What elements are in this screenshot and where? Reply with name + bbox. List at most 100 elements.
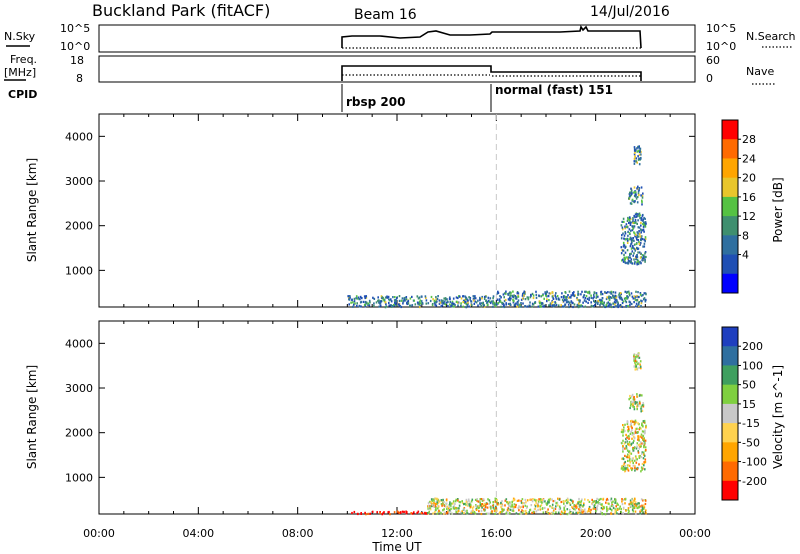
data-cell (575, 504, 577, 507)
data-cell (624, 467, 627, 470)
data-cell (632, 448, 634, 451)
data-cell (620, 467, 623, 470)
data-cell (634, 299, 637, 302)
data-cell (446, 298, 448, 301)
data-cell (581, 498, 583, 501)
data-cell (395, 300, 397, 303)
data-cell (629, 223, 632, 226)
data-cell (474, 300, 477, 303)
data-cell (433, 301, 436, 304)
data-cell (403, 510, 405, 513)
data-cell (431, 499, 433, 502)
data-cell (486, 506, 489, 509)
data-cell (411, 512, 414, 515)
data-cell (636, 458, 638, 461)
data-cell (477, 507, 480, 510)
data-cell (616, 300, 618, 303)
data-cell (594, 303, 596, 306)
data-cell (600, 507, 603, 510)
data-cell (414, 303, 417, 306)
data-cell (520, 302, 522, 305)
data-cell (534, 503, 536, 507)
data-cell (584, 498, 586, 501)
data-cell (626, 436, 628, 439)
data-cell (451, 300, 454, 303)
data-cell (402, 300, 405, 303)
data-cell (449, 296, 451, 299)
data-cell (641, 300, 643, 303)
data-cell (626, 420, 629, 423)
data-cell (535, 501, 537, 504)
data-cell (367, 303, 369, 306)
data-cell (449, 503, 451, 506)
data-cell (567, 294, 569, 297)
data-cell (391, 304, 394, 308)
data-cell (643, 506, 646, 509)
data-cell (466, 304, 469, 307)
data-cell (470, 300, 472, 303)
data-cell (390, 300, 393, 303)
nsky-tick-bottom: 10^0 (60, 40, 90, 53)
data-cell (520, 501, 523, 504)
data-cell (458, 295, 460, 298)
data-cell (640, 194, 642, 197)
data-cell (641, 422, 643, 425)
data-cell (632, 246, 634, 249)
data-cell (590, 301, 592, 304)
data-cell (625, 445, 628, 448)
data-cell (475, 505, 477, 508)
data-cell (545, 502, 548, 505)
data-cell (546, 502, 549, 505)
data-cell (645, 426, 647, 429)
data-cell (641, 409, 644, 412)
data-cell (622, 457, 624, 460)
data-cell (568, 502, 571, 505)
data-cell (353, 297, 356, 300)
data-cell (583, 299, 586, 302)
data-cell (420, 300, 423, 303)
data-cell (579, 504, 581, 507)
data-cell (582, 510, 585, 513)
data-cell (642, 218, 644, 221)
data-cell (463, 299, 466, 303)
data-cell (625, 447, 628, 450)
data-cell (638, 214, 640, 218)
colorbar-segment (722, 120, 738, 140)
data-cell (629, 452, 631, 455)
y-tick-label: 1000 (65, 264, 93, 277)
data-cell (632, 435, 635, 438)
data-cell (619, 297, 621, 300)
data-cell (578, 302, 580, 305)
data-cell (623, 237, 625, 240)
data-cell (644, 217, 646, 220)
data-cell (529, 304, 531, 307)
nsky-label: N.Sky (4, 30, 36, 43)
data-cell (638, 303, 640, 306)
data-cell (584, 508, 586, 511)
data-cell (555, 501, 558, 505)
data-cell (626, 449, 629, 452)
data-cell (632, 225, 635, 228)
data-cell (636, 401, 638, 404)
data-cell (629, 260, 631, 263)
data-cell (638, 444, 640, 447)
data-cell (590, 296, 593, 299)
data-cell (541, 302, 543, 305)
data-cell (606, 510, 608, 513)
data-cell (640, 252, 642, 255)
data-cell (469, 298, 471, 301)
data-cell (635, 160, 637, 163)
data-cell (556, 295, 559, 298)
data-cell (554, 507, 557, 511)
data-cell (620, 237, 623, 240)
data-cell (628, 398, 630, 401)
data-cell (534, 301, 537, 304)
data-cell (543, 297, 545, 300)
data-cell (523, 502, 526, 505)
data-cell (627, 290, 630, 293)
data-cell (630, 452, 633, 455)
data-cell (507, 512, 509, 515)
data-cell (496, 499, 498, 502)
data-cell (632, 441, 634, 444)
data-cell (562, 296, 565, 299)
